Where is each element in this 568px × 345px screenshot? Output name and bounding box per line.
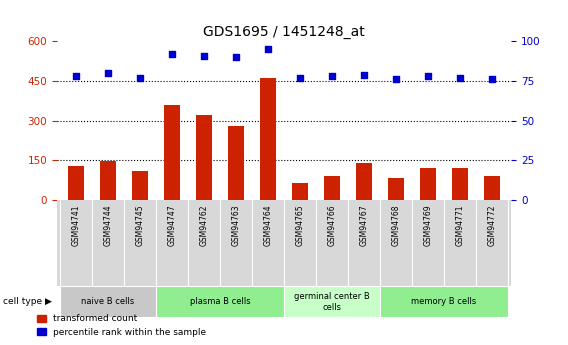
Bar bbox=[452, 168, 468, 200]
Bar bbox=[292, 183, 308, 200]
Point bbox=[295, 75, 304, 81]
Bar bbox=[164, 105, 180, 200]
Text: germinal center B
cells: germinal center B cells bbox=[294, 292, 370, 312]
Point bbox=[72, 73, 81, 79]
Point bbox=[360, 72, 369, 78]
Text: memory B cells: memory B cells bbox=[411, 297, 477, 306]
Bar bbox=[60, 286, 156, 317]
Text: GSM94741: GSM94741 bbox=[72, 204, 81, 246]
Bar bbox=[484, 176, 500, 200]
Text: GSM94747: GSM94747 bbox=[168, 204, 177, 246]
Text: GSM94765: GSM94765 bbox=[295, 204, 304, 246]
Text: GSM94745: GSM94745 bbox=[136, 204, 144, 246]
Point bbox=[135, 75, 144, 81]
Bar bbox=[100, 161, 116, 200]
Text: cell type ▶: cell type ▶ bbox=[3, 297, 52, 306]
Point bbox=[231, 55, 240, 60]
Point bbox=[487, 77, 496, 82]
Bar bbox=[324, 176, 340, 200]
Bar bbox=[156, 286, 284, 317]
Text: naive B cells: naive B cells bbox=[81, 297, 135, 306]
Text: GSM94771: GSM94771 bbox=[456, 204, 465, 246]
Point bbox=[168, 51, 177, 57]
Text: GSM94772: GSM94772 bbox=[487, 204, 496, 246]
Bar bbox=[284, 286, 380, 317]
Text: GSM94767: GSM94767 bbox=[360, 204, 369, 246]
Bar bbox=[196, 116, 212, 200]
Text: GSM94764: GSM94764 bbox=[264, 204, 273, 246]
Point bbox=[199, 53, 208, 58]
Text: GSM94769: GSM94769 bbox=[424, 204, 432, 246]
Text: plasma B cells: plasma B cells bbox=[190, 297, 250, 306]
Title: GDS1695 / 1451248_at: GDS1695 / 1451248_at bbox=[203, 25, 365, 39]
Text: GSM94766: GSM94766 bbox=[328, 204, 336, 246]
Bar bbox=[356, 163, 372, 200]
Bar bbox=[260, 78, 276, 200]
Point bbox=[391, 77, 400, 82]
Bar bbox=[228, 126, 244, 200]
Bar bbox=[380, 286, 508, 317]
Point bbox=[424, 73, 433, 79]
Bar bbox=[388, 178, 404, 200]
Bar bbox=[420, 168, 436, 200]
Bar bbox=[68, 166, 84, 200]
Text: GSM94762: GSM94762 bbox=[199, 204, 208, 246]
Point bbox=[328, 73, 337, 79]
Text: GSM94763: GSM94763 bbox=[232, 204, 240, 246]
Text: GSM94768: GSM94768 bbox=[391, 204, 400, 246]
Point bbox=[456, 75, 465, 81]
Legend: transformed count, percentile rank within the sample: transformed count, percentile rank withi… bbox=[33, 311, 210, 341]
Point bbox=[103, 70, 112, 76]
Point bbox=[264, 47, 273, 52]
Text: GSM94744: GSM94744 bbox=[103, 204, 112, 246]
Bar bbox=[132, 171, 148, 200]
